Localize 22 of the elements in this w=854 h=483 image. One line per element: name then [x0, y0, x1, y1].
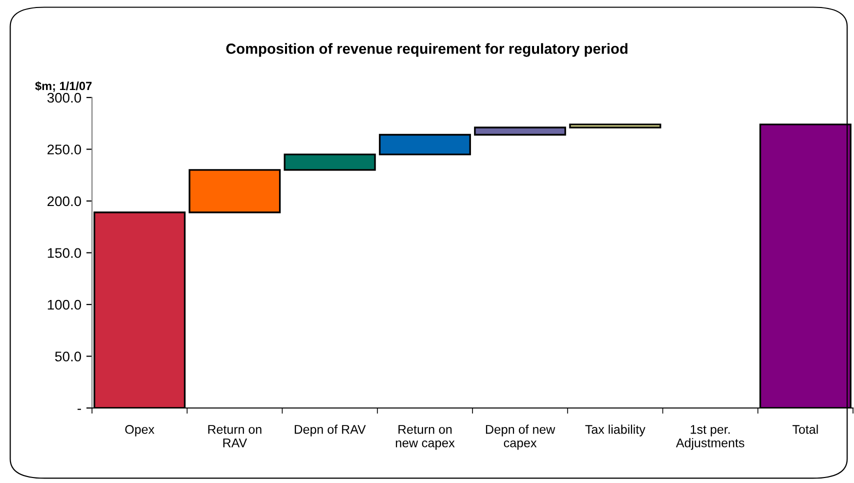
x-tick-label: 1st per. Adjustments: [676, 425, 744, 450]
x-tick-label: Return on new capex: [396, 425, 455, 450]
x-tick-label: Total: [792, 424, 818, 434]
bar: [284, 154, 376, 171]
chart-title: Composition of revenue requirement for regulatory period: [226, 43, 628, 57]
y-axis-title: $m; 1/1/07: [35, 81, 92, 92]
y-tick-label: 50.0: [55, 352, 82, 362]
y-tick-label: 150.0: [48, 248, 82, 258]
x-tick-label: Opex: [125, 424, 154, 436]
y-tick-label: 300.0: [47, 92, 82, 103]
bar: [569, 124, 662, 128]
bar: [188, 169, 281, 214]
y-tick-label: 250.0: [48, 144, 82, 154]
y-tick-label: 100.0: [48, 300, 82, 310]
y-tick-label: -: [78, 408, 81, 410]
x-tick-label: Return on RAV: [208, 425, 262, 448]
x-tick-label: Depn of RAV: [294, 424, 366, 436]
bar: [474, 126, 566, 136]
bar: [378, 134, 471, 156]
x-tick-label: Depn of new capex: [486, 424, 556, 450]
x-tick-label: Tax liability: [585, 424, 646, 436]
y-tick-label: 200.0: [48, 196, 82, 206]
